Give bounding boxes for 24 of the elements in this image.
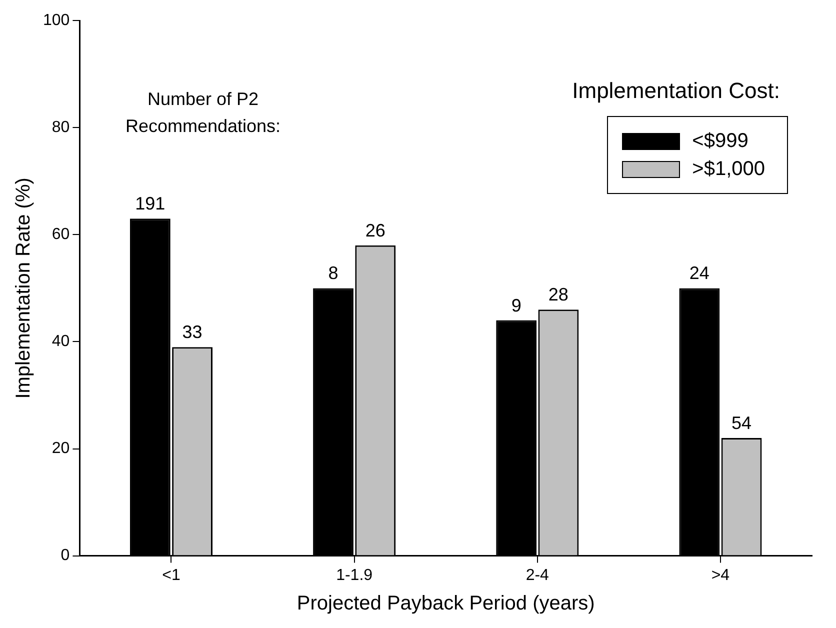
legend-title: Implementation Cost: [572,78,780,104]
y-axis-title: Implementation Rate (%) [12,178,35,399]
x-tick-label: >4 [711,566,730,584]
annotation: 33 [182,322,202,342]
y-tick-label: 60 [52,226,70,244]
annotation: 9 [511,295,522,316]
x-tick-label: 2-4 [526,566,550,584]
y-tick-label: 100 [42,12,70,30]
annotation: 28 [548,284,568,305]
y-tick-label: 0 [60,547,70,564]
y-tick-label: 40 [52,333,70,350]
y-tick-label: 80 [52,119,70,136]
annotation: 191 [135,194,166,214]
annotation: 26 [365,220,386,240]
y-tick-label: 20 [52,440,70,458]
x-axis-title: Projected Payback Period (years) [296,592,595,615]
annotation: 24 [689,263,710,284]
legend-label: >$1,000 [692,157,765,182]
annotation: Number of P2 Recommendations: [124,88,282,138]
x-tick-label: <1 [162,566,180,584]
annotation: 54 [732,413,752,434]
legend-label: <$999 [692,129,748,154]
x-tick-label: 1-1.9 [336,566,373,584]
annotation: 8 [328,263,338,284]
